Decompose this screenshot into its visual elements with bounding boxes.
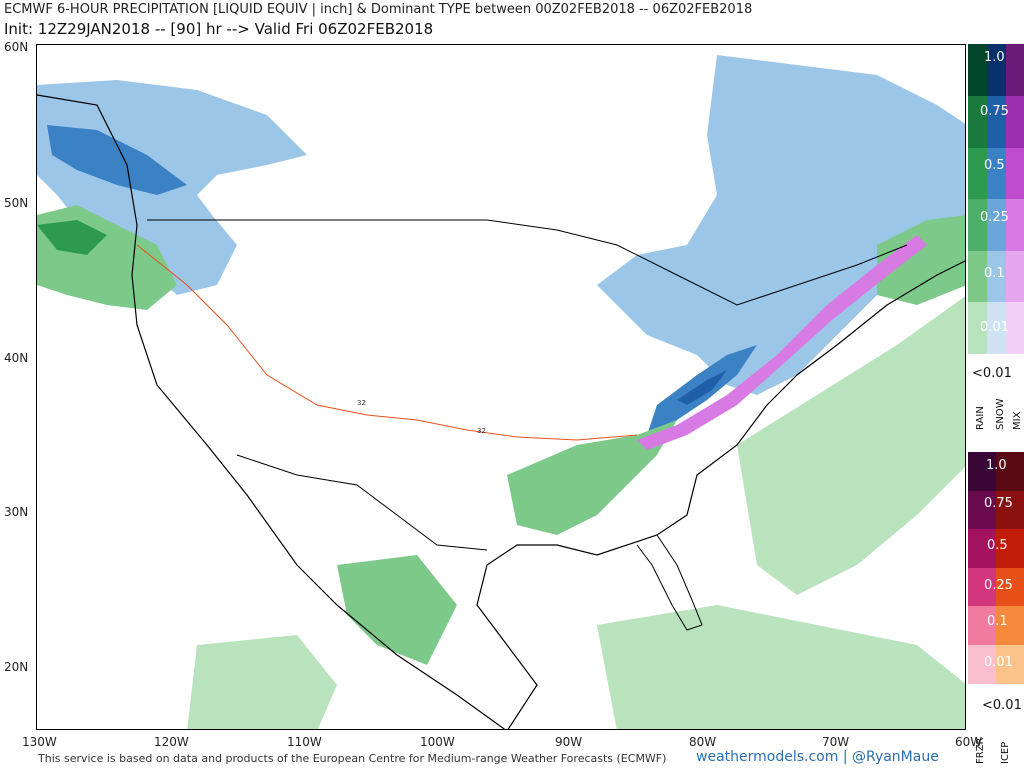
legend-icep-swatch-6 [996,645,1024,684]
us-mexico-border [236,454,488,551]
legend-mix-swatch-5 [1006,251,1024,302]
legend-snow-swatch-3 [987,148,1006,199]
legend-snow-swatch-5 [987,251,1006,302]
map-title: ECMWF 6-HOUR PRECIPITATION [LIQUID EQUIV… [4,2,753,17]
contour-label-2: 32 [477,427,486,435]
rain-area-southeast [507,420,677,535]
rain-area-caribbean [597,605,965,729]
legend-rain-snow-mix: 1.0 0.75 0.5 0.25 0.1 0.01 [968,44,1024,354]
map-subtitle: Init: 12Z29JAN2018 -- [90] hr --> Valid … [4,20,434,38]
legend-type-snow: SNOW [995,398,1006,430]
snow-area-core-dark [677,370,727,405]
legend-icep-swatch-5 [996,606,1024,645]
legend-type-icep: ICEP [1000,741,1011,764]
legend-rain-swatch-4 [968,199,987,251]
legend-lower-value-1: 1.0 [986,458,1007,473]
legend-rain-swatch-5 [968,251,987,302]
legend-lower-value-4: 0.25 [984,578,1013,593]
lon-label-110w: 110W [287,735,322,749]
rain-area-pacific-south [187,635,337,729]
legend-icep-swatch-4 [996,568,1024,606]
mix-area-band [637,235,927,450]
lat-label-40n: 40N [4,351,29,365]
legend-mix-swatch-4 [1006,199,1024,251]
legend-lower-value-3: 0.5 [987,538,1008,553]
legend-mix-column [1006,44,1024,354]
precipitation-map: 32 32 [36,44,966,730]
footer-brand-link[interactable]: weathermodels.com | @RyanMaue [696,749,939,765]
lon-label-120w: 120W [154,735,189,749]
legend-snow-swatch-6 [987,302,1006,354]
legend-icep-column [996,452,1024,684]
snow-area-canada-west-core [47,125,187,195]
lon-label-130w: 130W [22,735,57,749]
legend-frzr-swatch-2 [968,491,996,529]
lat-label-30n: 30N [4,505,29,519]
legend-frzr-icep: 1.0 0.75 0.5 0.25 0.1 0.01 [968,452,1024,684]
lon-label-100w: 100W [420,735,455,749]
rain-area-mexico [337,555,457,665]
legend-snow-swatch-1 [987,44,1006,96]
contour-label: 32 [357,399,366,407]
legend-rain-swatch-1 [968,44,987,96]
snow-area-canada-east [597,55,965,395]
legend-lower-below: <0.01 [982,698,1022,713]
lat-label-20n: 20N [4,660,29,674]
freezing-contour [136,244,638,441]
lon-label-90w: 90W [555,735,583,749]
map-canvas: 32 32 [37,55,965,729]
legend-snow-swatch-2 [987,96,1006,148]
legend-frzr-column [968,452,996,684]
legend-mix-swatch-1 [1006,44,1024,96]
legend-upper-value-4: 0.25 [980,210,1009,225]
rain-area-atlantic-east [877,215,965,305]
legend-rain-swatch-3 [968,148,987,199]
legend-frzr-swatch-4 [968,568,996,606]
coastline [37,94,965,729]
florida [636,534,703,631]
legend-mix-swatch-6 [1006,302,1024,354]
legend-frzr-swatch-1 [968,452,996,491]
legend-frzr-swatch-5 [968,606,996,645]
legend-frzr-swatch-6 [968,645,996,684]
legend-upper-value-6: 0.01 [980,320,1009,335]
legend-rain-column [968,44,987,354]
legend-icep-swatch-3 [996,529,1024,568]
legend-mix-swatch-2 [1006,96,1024,148]
legend-rain-swatch-2 [968,96,987,148]
legend-upper-value-3: 0.5 [984,158,1005,173]
legend-lower-value-5: 0.1 [987,614,1008,629]
legend-upper-value-5: 0.1 [984,266,1005,281]
legend-frzr-swatch-3 [968,529,996,568]
lat-label-60n: 60N [4,40,29,54]
us-canada-border [147,219,908,306]
lat-label-50n: 50N [4,196,29,210]
legend-icep-swatch-2 [996,491,1024,529]
legend-upper-value-1: 1.0 [984,50,1005,65]
lon-label-60w: 60W [955,735,983,749]
rain-area-pacific-nw-core [37,220,107,255]
lon-label-80w: 80W [689,735,717,749]
legend-mix-swatch-3 [1006,148,1024,199]
rain-area-atlantic [737,296,965,595]
legend-rain-swatch-6 [968,302,987,354]
legend-upper-below: <0.01 [972,366,1012,381]
legend-snow-column [987,44,1006,354]
legend-snow-swatch-4 [987,199,1006,251]
legend-type-rain: RAIN [975,406,986,430]
legend-upper-value-2: 0.75 [980,104,1009,119]
legend-lower-value-2: 0.75 [984,496,1013,511]
lon-label-70w: 70W [822,735,850,749]
legend-icep-swatch-1 [996,452,1024,491]
footer-attribution: This service is based on data and produc… [38,752,667,765]
legend-type-mix: MIX [1012,411,1023,430]
legend-lower-value-6: 0.01 [984,655,1013,670]
legend-type-frzr: FRZR [975,737,986,765]
